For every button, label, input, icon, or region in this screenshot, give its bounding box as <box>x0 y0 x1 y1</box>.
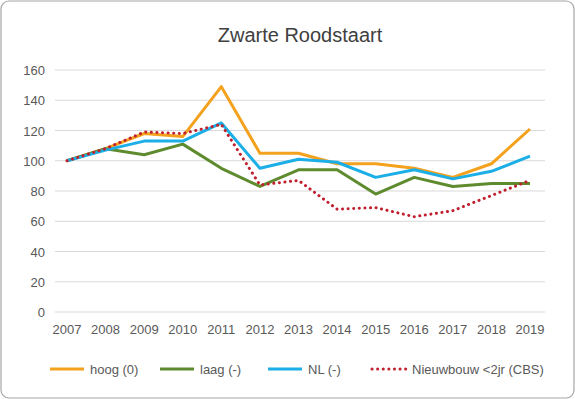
x-tick-label: 2009 <box>130 322 159 337</box>
x-tick-label: 2015 <box>361 322 390 337</box>
grid-line <box>55 191 545 192</box>
legend-swatch <box>268 368 302 371</box>
x-tick-label: 2014 <box>323 322 352 337</box>
legend-swatch <box>372 368 406 371</box>
series-line <box>67 123 530 179</box>
legend-label: hoog (0) <box>90 362 138 377</box>
legend-label: NL (-) <box>308 362 341 377</box>
y-tick-label: 40 <box>31 245 45 260</box>
x-tick-label: 2016 <box>400 322 429 337</box>
x-tick-label: 2019 <box>516 322 545 337</box>
legend-swatch <box>50 368 84 371</box>
x-tick-label: 2011 <box>207 322 235 337</box>
y-tick-label: 80 <box>31 184 45 199</box>
legend-swatch <box>160 368 194 371</box>
x-tick-label: 2012 <box>245 322 274 337</box>
x-tick-label: 2018 <box>477 322 506 337</box>
legend-label: Nieuwbouw <2jr (CBS) <box>412 362 544 377</box>
frame <box>1 1 574 398</box>
x-tick-label: 2007 <box>53 322 82 337</box>
x-tick-label: 2017 <box>438 322 467 337</box>
series-line <box>67 144 530 194</box>
series-line <box>67 124 530 216</box>
chart: Zwarte Roodstaart 0 20 40 60 80 100 120 140 160 20… <box>0 0 575 399</box>
grid-line <box>55 130 545 131</box>
legend-label: laag (-) <box>200 362 241 377</box>
title: Zwarte Roodstaart <box>218 24 383 46</box>
y-tick-label: 60 <box>31 214 45 229</box>
y-tick-label: 100 <box>23 154 45 169</box>
grid-line <box>55 70 545 71</box>
x-tick-label: 2010 <box>168 322 197 337</box>
grid-line <box>55 251 545 252</box>
y-tick-label: 20 <box>31 275 45 290</box>
y-tick-label: 160 <box>23 63 45 78</box>
series-line <box>67 87 530 178</box>
y-tick-label: 120 <box>23 124 45 139</box>
y-tick-label: 0 <box>38 305 45 320</box>
grid-line <box>55 221 545 222</box>
x-tick-label: 2008 <box>91 322 120 337</box>
y-tick-label: 140 <box>23 93 45 108</box>
grid-line <box>55 281 545 282</box>
grid-line <box>55 100 545 101</box>
grid-line <box>55 312 545 313</box>
x-tick-label: 2013 <box>284 322 313 337</box>
plot-area <box>67 87 530 217</box>
